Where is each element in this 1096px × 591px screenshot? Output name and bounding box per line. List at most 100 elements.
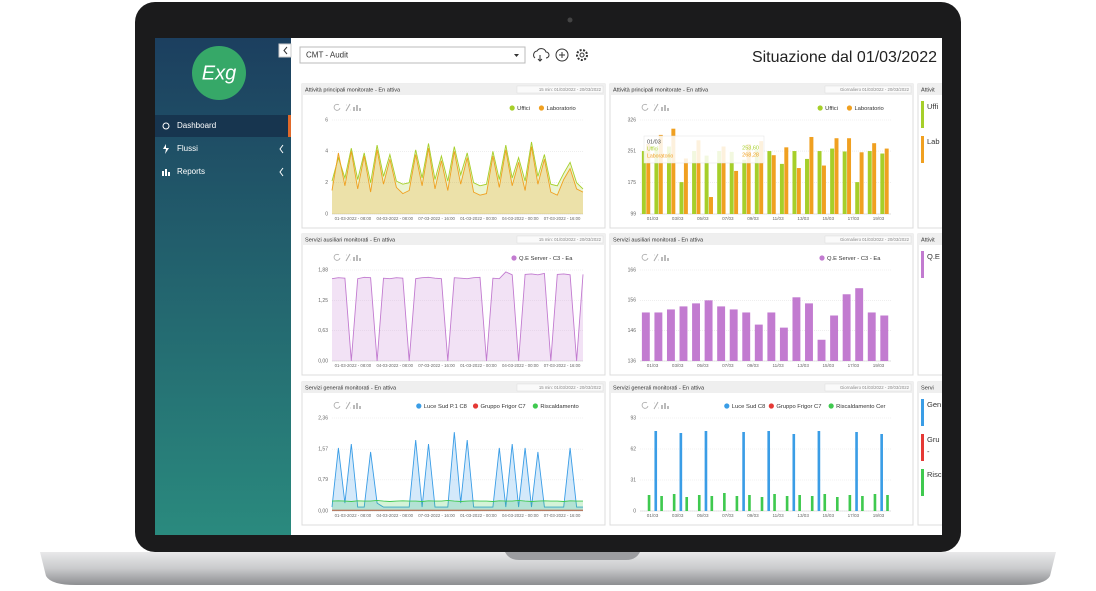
panel-period: 15 min: 01/03/2022 - 20/03/2022 [539,385,602,390]
x-tick-label: 09/03 [747,216,759,221]
bar [710,496,714,511]
x-tick-label: 07/03 [722,216,734,221]
x-tick-label: 07/03 [722,363,734,368]
icon-chart[interactable] [353,105,361,111]
x-tick-label: 09/03 [747,363,759,368]
series-line [331,499,583,502]
icon-chart[interactable] [661,255,669,261]
settings-icon[interactable] [576,49,588,61]
bar [855,288,864,361]
page-title: Situazione dal 01/03/2022 [752,49,937,66]
legend-label: Laboratorio [854,106,883,112]
y-tick-label: 31 [630,477,636,483]
x-tick-label: 17/03 [848,216,860,221]
bar [692,303,700,361]
icon-chart[interactable] [353,255,361,261]
collapse-button[interactable] [278,43,292,58]
bar [767,431,771,511]
bar [873,494,877,511]
icon-refresh[interactable] [641,103,649,111]
icon-percent[interactable] [653,253,659,262]
bar [683,158,688,214]
add-icon[interactable] [555,48,569,62]
legend-label: Uffici [825,106,838,112]
bar [666,146,671,214]
bar [748,495,751,511]
bar [880,434,883,511]
icon-chart[interactable] [661,105,669,111]
bar [696,140,701,214]
bar [884,148,889,214]
bar [842,294,851,361]
bar [809,136,814,214]
tooltip-date: 01/03 [647,139,661,145]
legend-dot [724,403,730,409]
y-tick-label: 0,79 [318,477,328,483]
bar [861,496,864,511]
selector[interactable] [299,46,526,64]
icon-refresh[interactable] [333,253,341,261]
icon-percent[interactable] [345,103,351,112]
x-tick-label: 03/03 [672,216,684,221]
legend-dot [828,403,834,409]
icon-refresh[interactable] [641,253,649,261]
menu-item[interactable]: Flussi [177,144,198,153]
legend-dot [768,403,774,409]
icon-percent[interactable] [653,103,659,112]
x-tick-label: 04-03-2022 - 08:00 [376,363,413,368]
x-tick-label: 05/03 [697,513,709,518]
icon-chart[interactable] [353,403,361,409]
x-tick-label: 01-03-2022 - 08:00 [335,363,372,368]
menu-item[interactable]: Reports [177,167,205,176]
bar [872,143,877,214]
logo[interactable] [192,46,246,100]
bar [717,306,726,361]
icon-percent[interactable] [345,253,351,262]
item-label: Uffi [927,102,938,111]
panel-period: Giornaliero 01/03/2022 - 20/03/2022 [840,237,910,242]
icon-flussi [163,144,169,154]
panel-title: Attivit [921,87,935,93]
icon-chart[interactable] [661,403,669,409]
x-tick-label: 13/03 [797,363,809,368]
bar [867,312,876,361]
x-tick-label: 13/03 [797,513,809,518]
x-tick-label: 07-03-2022 - 16:00 [418,216,455,221]
bar [773,494,776,511]
period-box [824,235,912,244]
legend-dot [509,105,515,111]
bar [672,494,676,511]
item-bar [921,251,924,278]
x-tick-label: 03/03 [672,363,684,368]
y-tick-label: 175 [628,180,637,186]
download-icon[interactable] [533,48,550,62]
legend-dot [532,403,538,409]
y-tick-label: 4 [325,149,328,155]
bar [735,496,739,511]
collapse-icon [283,46,288,55]
legend-label: Q.E Server - C3 - Ea [827,256,881,262]
menu-item[interactable]: Dashboard [177,121,216,130]
icon-percent[interactable] [653,401,659,410]
x-tick-label: 07-03-2022 - 16:00 [418,363,455,368]
icon-refresh[interactable] [333,401,341,409]
bar [798,495,801,511]
icon-refresh[interactable] [641,401,649,409]
panel-header [302,84,605,95]
bar [817,339,826,361]
bar [805,158,809,214]
bar [742,159,747,214]
icon-percent[interactable] [345,401,351,410]
series-line [331,146,584,196]
x-tick-label: 09/03 [747,513,759,518]
panel-header [918,234,942,245]
bar [654,151,659,214]
bar [679,306,688,361]
y-tick-label: 0,00 [318,358,328,364]
camera [567,17,573,23]
bar [810,496,814,511]
legend-label: Riscaldamento [540,404,578,410]
panel-title: Servi [921,385,934,391]
icon-refresh[interactable] [333,103,341,111]
